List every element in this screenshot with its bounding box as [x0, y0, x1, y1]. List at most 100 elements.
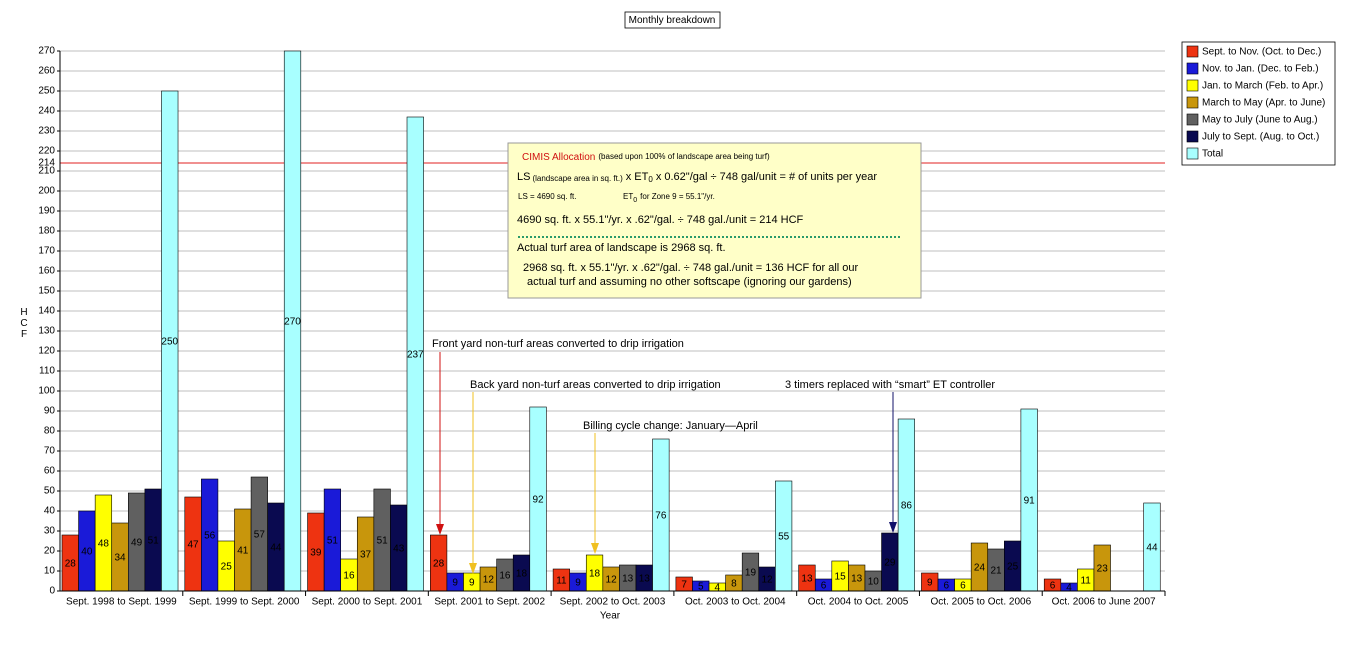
data-label: 28 — [433, 559, 445, 570]
info-seg: 0 — [648, 175, 653, 184]
data-label: 6 — [1050, 581, 1056, 592]
info-seg: x 0.62"/gal ÷ 748 gal/unit = # of units … — [656, 171, 878, 183]
y-tick-label: 180 — [38, 226, 55, 237]
y-tick-label: 120 — [38, 346, 55, 357]
data-label: 7 — [681, 580, 687, 591]
data-label: 37 — [360, 550, 372, 561]
data-label: 13 — [851, 574, 863, 585]
arrow-head — [469, 563, 477, 574]
legend-swatch — [1186, 96, 1199, 109]
data-label: 51 — [148, 536, 160, 547]
data-label: 18 — [589, 569, 601, 580]
x-tick-label: Sept. 1999 to Sept. 2000 — [189, 597, 300, 608]
y-tick-label: 150 — [38, 286, 55, 297]
legend-label: Nov. to Jan. (Dec. to Feb.) — [1202, 64, 1319, 75]
y-tick-label: 30 — [44, 526, 56, 537]
y-tick-label: 170 — [38, 246, 55, 257]
y-tick-label: 190 — [38, 206, 55, 217]
info-text: 2968 sq. ft. x 55.1"/yr. x .62"/gal. ÷ 7… — [523, 262, 859, 274]
legend-swatch — [1186, 130, 1199, 143]
legend-swatch — [1186, 45, 1199, 58]
data-label: 11 — [556, 576, 567, 587]
info-text: LS = 4690 sq. ft. — [518, 192, 576, 201]
data-label: 91 — [1024, 496, 1036, 507]
data-label: 18 — [516, 569, 528, 580]
y-tick-label: 130 — [38, 326, 55, 337]
data-label: 4 — [715, 583, 721, 594]
data-label: 13 — [622, 574, 634, 585]
y-tick-label: 240 — [38, 106, 55, 117]
y-tick-label: 10 — [44, 566, 56, 577]
legend-label: March to May (Apr. to June) — [1202, 98, 1325, 109]
y-tick-label: 270 — [38, 46, 55, 57]
legend-swatch — [1186, 62, 1199, 75]
data-label: 25 — [1007, 562, 1019, 573]
data-label: 4 — [1066, 583, 1072, 594]
data-label: 92 — [533, 495, 545, 506]
legend-swatch — [1186, 147, 1199, 160]
data-label: 24 — [974, 563, 986, 574]
x-tick-label: Sept. 2000 to Sept. 2001 — [312, 597, 423, 608]
annotation: 3 timers replaced with “smart” ET contro… — [785, 379, 995, 391]
data-label: 9 — [575, 578, 581, 589]
info-text: CIMIS Allocation (based upon 100% of land… — [522, 152, 770, 163]
x-tick-label: Sept. 2001 to Sept. 2002 — [434, 597, 545, 608]
y-tick-label: 90 — [44, 406, 56, 417]
info-seg: ET — [623, 192, 633, 201]
legend-swatch — [1186, 113, 1199, 126]
y-tick-label: 50 — [44, 486, 56, 497]
x-tick-label: Sept. 2002 to Oct. 2003 — [560, 597, 666, 608]
annotation: Back yard non-turf areas converted to dr… — [470, 379, 721, 391]
arrow-head — [591, 543, 599, 554]
data-label: 55 — [778, 532, 790, 543]
reference-label: 214 — [38, 158, 55, 169]
data-label: 44 — [1146, 543, 1158, 554]
x-tick-label: Oct. 2004 to Oct. 2005 — [808, 597, 909, 608]
data-label: 57 — [254, 530, 266, 541]
y-tick-label: 140 — [38, 306, 55, 317]
arrow-head — [436, 524, 444, 535]
data-label: 49 — [131, 538, 143, 549]
arrow-head — [889, 522, 897, 533]
data-label: 6 — [960, 581, 966, 592]
info-seg: for Zone 9 = 55.1"/yr. — [640, 192, 715, 201]
legend-label: May to July (June to Aug.) — [1202, 115, 1318, 126]
data-label: 12 — [483, 575, 495, 586]
info-heading: CIMIS Allocation — [522, 152, 595, 163]
info-text: LS (landscape area in sq. ft.) x ET0 x 0.62… — [517, 171, 877, 184]
legend-label: July to Sept. (Aug. to Oct.) — [1202, 132, 1319, 143]
data-label: 41 — [237, 546, 249, 557]
x-tick-label: Oct. 2006 to June 2007 — [1052, 597, 1156, 608]
data-label: 16 — [499, 571, 511, 582]
y-tick-label: 100 — [38, 386, 55, 397]
data-label: 237 — [407, 350, 424, 361]
data-label: 48 — [98, 539, 110, 550]
y-tick-label: 40 — [44, 506, 56, 517]
info-seg: LS — [517, 171, 530, 183]
y-tick-label: 110 — [39, 366, 55, 377]
data-label: 86 — [901, 501, 913, 512]
legend-label: Jan. to March (Feb. to Apr.) — [1202, 81, 1323, 92]
data-label: 28 — [65, 559, 77, 570]
info-note: (based upon 100% of landscape area being… — [598, 152, 770, 161]
info-seg: (landscape area in sq. ft.) — [532, 174, 623, 183]
data-label: 10 — [868, 577, 880, 588]
data-label: 15 — [835, 572, 847, 583]
data-label: 43 — [393, 544, 405, 555]
annotations: Front yard non-turf areas converted to d… — [432, 338, 995, 574]
data-label: 51 — [327, 536, 339, 547]
data-label: 9 — [927, 578, 933, 589]
x-tick-label: Oct. 2005 to Oct. 2006 — [931, 597, 1032, 608]
data-label: 44 — [270, 543, 282, 554]
x-tick-label: Sept. 1998 to Sept. 1999 — [66, 597, 177, 608]
data-label: 25 — [221, 562, 233, 573]
x-axis-label: Year — [600, 611, 621, 622]
info-seg: 0 — [633, 197, 637, 204]
annotation: Front yard non-turf areas converted to d… — [432, 338, 684, 350]
data-label: 56 — [204, 531, 216, 542]
y-tick-label: 20 — [44, 546, 56, 557]
data-label: 51 — [377, 536, 389, 547]
data-label: 39 — [310, 548, 322, 559]
data-label: 8 — [731, 579, 737, 590]
